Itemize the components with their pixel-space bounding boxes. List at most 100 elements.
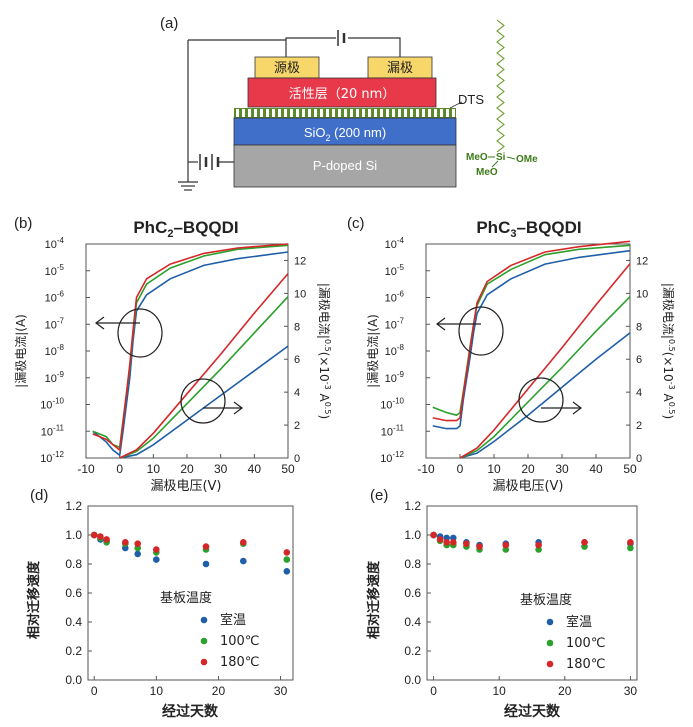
y-tick-label: 0.6 — [65, 586, 82, 600]
dts-stripe — [266, 109, 269, 117]
data-point-series-0 — [134, 550, 141, 558]
data-point-series-2 — [153, 546, 160, 553]
dts-stripe — [314, 109, 317, 117]
drain-label: 漏极 — [387, 60, 413, 76]
dts-stripe — [254, 109, 257, 117]
y-right-tick-label: 4 — [294, 387, 300, 399]
panel-a-label: (a) — [160, 15, 178, 32]
panel-a: (a) 源极 — [160, 15, 538, 191]
ground-icon — [178, 181, 198, 191]
panel-c-title: PhC3–BQQDI — [476, 218, 581, 240]
panel-d: (d) 0 10 20 30 0.0 0.2 0.4 0.6 0.8 1.0 1.2 基板温度 室温… — [26, 487, 294, 720]
panel-b-sqrt-circle — [180, 378, 226, 424]
dts-stripe — [308, 109, 311, 117]
x-tick-label: 20 — [558, 684, 572, 698]
molecule-meo-bottom: MeO — [476, 167, 498, 178]
dts-label: DTS — [458, 92, 484, 107]
gate-battery-top-icon — [337, 30, 346, 46]
panel-c-log-circle — [458, 306, 504, 356]
panel-c-annotations — [436, 306, 582, 423]
x-tick-label: 30 — [214, 462, 228, 476]
dts-stripe — [290, 109, 293, 117]
si-label: P-doped Si — [313, 158, 377, 173]
dts-stripe — [296, 109, 299, 117]
panel-b-left-arrow-head-icon — [95, 316, 105, 330]
data-point-series-2 — [436, 536, 444, 543]
dts-stripe — [410, 109, 413, 117]
legend-marker — [546, 639, 554, 647]
y-left-tick-label: 10-12 — [40, 450, 64, 465]
y-right-tick-label: 0 — [636, 453, 642, 465]
dts-stripe — [386, 109, 389, 117]
data-point-series-0 — [240, 557, 247, 565]
data-point-series-2 — [450, 539, 457, 546]
y-left-tick-label: 10-11 — [381, 423, 405, 438]
legend-marker — [200, 637, 208, 645]
dts-stripe — [380, 109, 383, 117]
data-point-series-2 — [202, 543, 210, 550]
dts-stripe — [368, 109, 371, 117]
x-tick-label: 40 — [589, 462, 603, 476]
dts-stripe — [344, 109, 347, 117]
active-layer — [247, 77, 437, 108]
y-left-tick-label: 10-6 — [385, 290, 405, 305]
dts-molecule: MeO Si OMe MeO — [466, 19, 538, 178]
panel-c-left-arrow-head-icon — [436, 317, 446, 331]
y-tick-label: 0.0 — [404, 673, 421, 687]
panel-c-ylabel-left: |漏极电流|(A) — [366, 314, 380, 388]
sqrt-current-line-blue — [119, 345, 289, 459]
dts-stripe — [440, 109, 443, 117]
panel-d-xlabel: 经过天数 — [162, 703, 219, 720]
panel-e-legend-title: 基板温度 — [520, 592, 572, 608]
legend-label: 100℃ — [220, 634, 259, 649]
y-tick-label: 1.0 — [404, 528, 421, 542]
dts-stripe — [452, 109, 455, 117]
data-point-series-1 — [283, 556, 291, 563]
dts-pointer — [449, 101, 463, 109]
dts-stripe — [398, 109, 401, 117]
panel-b-plot-frame — [85, 243, 289, 459]
panel-b-ylabel-right: |漏极电流|0.5(×10-3 A0.5) — [317, 283, 332, 419]
y-right-tick-label: 8 — [294, 321, 300, 333]
data-point-series-2 — [502, 541, 510, 549]
panel-c-plot-frame — [425, 243, 631, 459]
panel-e-ylabel: 相对迁移速度 — [366, 560, 382, 639]
panel-c-label: (c) — [347, 215, 365, 232]
y-left-tick-label: 10-6 — [45, 290, 65, 305]
y-left-tick-label: 10-7 — [385, 316, 405, 331]
legend-marker — [200, 658, 208, 666]
data-point-series-2 — [90, 531, 98, 539]
dts-stripe — [404, 109, 407, 117]
sqrt-current-line-red — [459, 263, 631, 459]
data-point-series-2 — [240, 539, 247, 546]
panel-e-legend: 室温 100℃ 180℃ — [546, 614, 605, 672]
panel-d-ylabel: 相对迁移速度 — [26, 560, 42, 639]
active-layer-label: 活性层（20 nm） — [289, 87, 396, 102]
log-current-line-red — [92, 243, 289, 452]
x-tick-label: 30 — [624, 684, 638, 698]
y-right-tick-label: 10 — [294, 288, 306, 300]
y-left-tick-label: 10-5 — [45, 263, 65, 278]
dts-stripe — [278, 109, 281, 117]
data-point-series-2 — [134, 540, 141, 547]
dts-stripe — [374, 109, 377, 117]
molecule-si: Si — [496, 152, 506, 163]
x-tick-label: 20 — [180, 462, 194, 476]
y-tick-label: 1.2 — [404, 499, 421, 513]
molecule-ome: OMe — [516, 154, 538, 165]
data-point-series-2 — [535, 541, 542, 549]
data-point-series-2 — [627, 539, 634, 546]
data-point-series-2 — [476, 543, 483, 550]
data-point-series-0 — [283, 568, 291, 575]
y-right-tick-label: 12 — [294, 255, 306, 267]
sqrt-current-line-red — [119, 273, 289, 459]
y-tick-label: 1.0 — [65, 528, 82, 542]
dts-stripe — [362, 109, 365, 117]
y-right-tick-label: 2 — [294, 420, 300, 432]
data-point-series-1 — [627, 544, 634, 552]
y-right-tick-label: 6 — [294, 354, 300, 366]
y-left-tick-label: 10-10 — [40, 397, 64, 412]
x-tick-label: -10 — [417, 462, 435, 476]
data-point-series-2 — [283, 549, 291, 556]
panel-b-ylabel-left: |漏极电流|(A) — [14, 314, 28, 388]
